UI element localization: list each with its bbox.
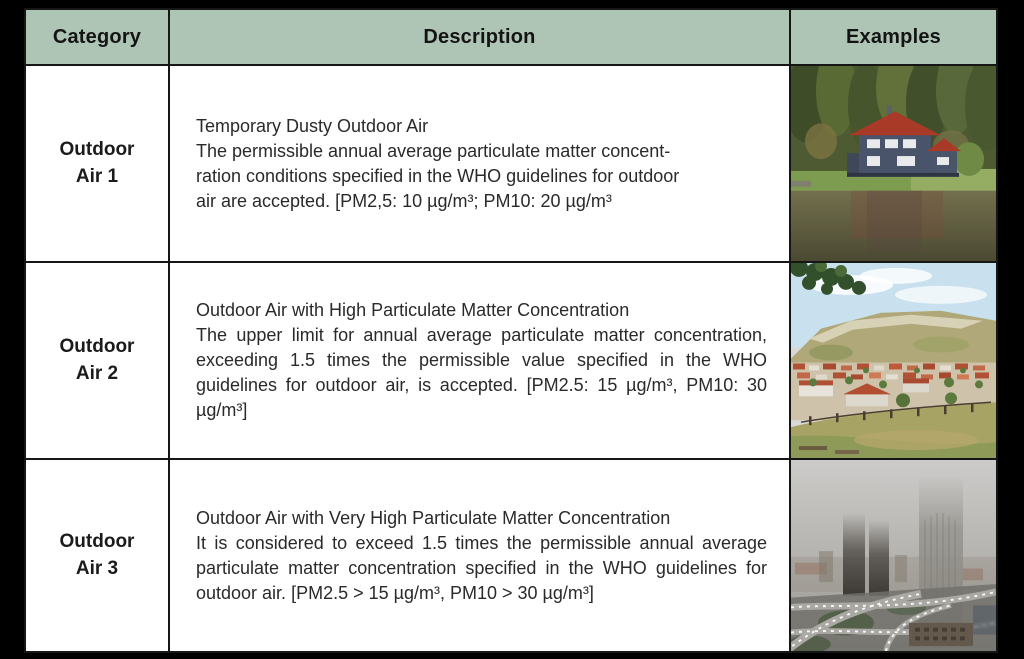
- example-image-cell-outdoor-air-2: [791, 263, 996, 460]
- description-cell-outdoor-air-1: Temporary Dusty Outdoor Air The permissi…: [170, 66, 791, 263]
- example-image-cell-outdoor-air-3: [791, 460, 996, 651]
- description-body: The permissible annual average particula…: [196, 140, 680, 211]
- description-body: The upper limit for annual average parti…: [196, 325, 767, 420]
- description-title: Outdoor Air with High Particulate Matter…: [196, 300, 630, 320]
- description-cell-outdoor-air-3: Outdoor Air with Very High Particulate M…: [170, 460, 791, 651]
- description-body: It is considered to exceed 1.5 times the…: [196, 532, 767, 603]
- category-cell-outdoor-air-3: Outdoor Air 3: [26, 460, 170, 651]
- example-image-cell-outdoor-air-1: [791, 66, 996, 263]
- category-cell-outdoor-air-2: Outdoor Air 2: [26, 263, 170, 460]
- column-header-description: Description: [170, 10, 791, 66]
- description-cell-outdoor-air-2: Outdoor Air with High Particulate Matter…: [170, 263, 791, 460]
- description-title: Temporary Dusty Outdoor Air: [196, 115, 429, 136]
- column-header-category: Category: [26, 10, 170, 66]
- category-cell-outdoor-air-1: Outdoor Air 1: [26, 66, 170, 263]
- description-title: Outdoor Air with Very High Particulate M…: [196, 507, 671, 528]
- lake-house-photo: [791, 66, 996, 261]
- hillside-town-photo: [791, 263, 996, 458]
- air-quality-table: Category Description Examples Outdoor Ai…: [24, 8, 998, 653]
- foggy-city-photo: [791, 460, 996, 651]
- column-header-examples: Examples: [791, 10, 996, 66]
